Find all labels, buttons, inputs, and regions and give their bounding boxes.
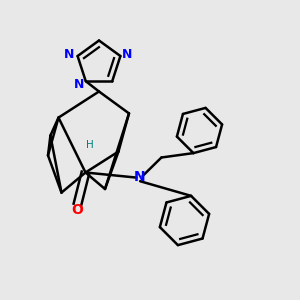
Text: N: N <box>134 170 145 184</box>
Text: N: N <box>122 48 132 61</box>
Text: N: N <box>64 48 74 61</box>
Text: O: O <box>71 203 83 217</box>
Text: H: H <box>86 140 94 150</box>
Text: N: N <box>74 78 84 91</box>
